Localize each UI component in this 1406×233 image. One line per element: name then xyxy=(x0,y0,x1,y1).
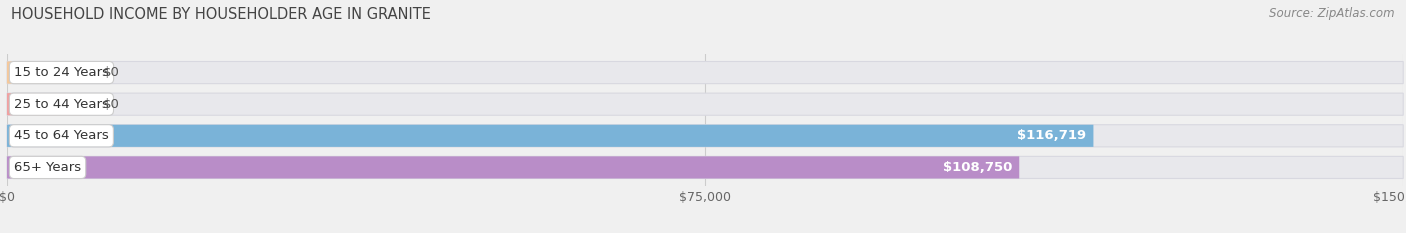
Text: 15 to 24 Years: 15 to 24 Years xyxy=(14,66,110,79)
Text: $116,719: $116,719 xyxy=(1018,129,1087,142)
FancyBboxPatch shape xyxy=(7,156,1019,178)
FancyBboxPatch shape xyxy=(7,156,1403,178)
Text: $108,750: $108,750 xyxy=(943,161,1012,174)
FancyBboxPatch shape xyxy=(7,62,1403,84)
Text: 65+ Years: 65+ Years xyxy=(14,161,82,174)
Text: HOUSEHOLD INCOME BY HOUSEHOLDER AGE IN GRANITE: HOUSEHOLD INCOME BY HOUSEHOLDER AGE IN G… xyxy=(11,7,432,22)
Text: 45 to 64 Years: 45 to 64 Years xyxy=(14,129,108,142)
FancyBboxPatch shape xyxy=(7,125,1094,147)
FancyBboxPatch shape xyxy=(7,125,1403,147)
FancyBboxPatch shape xyxy=(7,62,82,84)
Text: Source: ZipAtlas.com: Source: ZipAtlas.com xyxy=(1270,7,1395,20)
Text: 25 to 44 Years: 25 to 44 Years xyxy=(14,98,108,111)
FancyBboxPatch shape xyxy=(7,93,82,115)
Text: $0: $0 xyxy=(103,98,120,111)
FancyBboxPatch shape xyxy=(7,93,1403,115)
Text: $0: $0 xyxy=(103,66,120,79)
